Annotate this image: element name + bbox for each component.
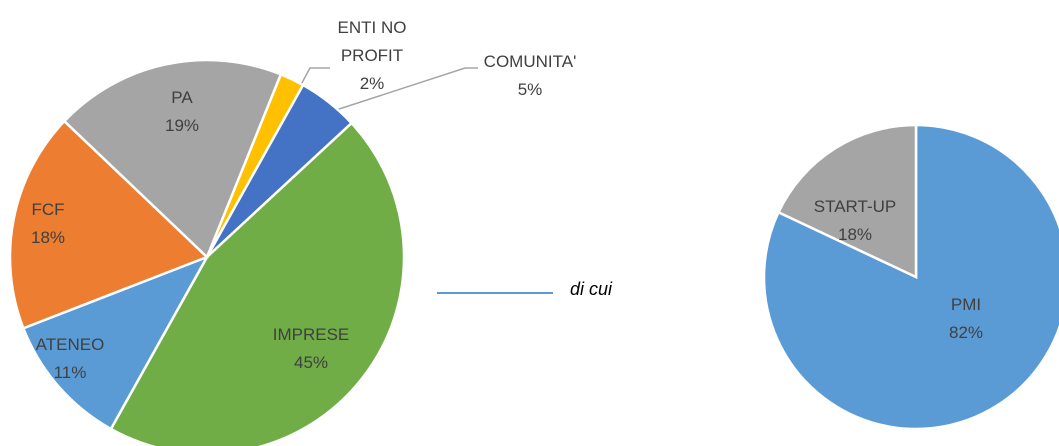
- value-label: 2%: [359, 74, 385, 93]
- pie-slice: [109, 121, 406, 446]
- value-label: 5%: [517, 80, 543, 99]
- value-label: 82%: [948, 323, 984, 342]
- data-label: START-UP 18%: [814, 193, 897, 249]
- data-label: PA 19%: [165, 84, 199, 140]
- data-label: ATENEO 11%: [36, 331, 105, 387]
- value-label: 18%: [837, 225, 873, 244]
- category-label: ENTI NO PROFIT: [337, 18, 407, 65]
- data-label: COMUNITA' 5%: [484, 48, 577, 104]
- pie-slice: [8, 119, 210, 330]
- annotation: di cui: [570, 279, 613, 299]
- pie-slice: [776, 123, 918, 279]
- category-label: IMPRESE: [272, 325, 350, 344]
- value-label: 11%: [53, 363, 87, 382]
- data-label: PMI 82%: [949, 291, 983, 347]
- value-label: 18%: [30, 228, 66, 247]
- category-label: ATENEO: [35, 335, 105, 354]
- data-label: ENTI NO PROFIT 2%: [322, 14, 422, 98]
- pie-slice: [62, 58, 283, 260]
- category-label: COMUNITA': [483, 52, 577, 71]
- leader-line: [329, 67, 478, 113]
- value-label: 45%: [293, 353, 329, 372]
- value-label: 19%: [164, 116, 200, 135]
- data-label: FCF 18%: [31, 196, 65, 252]
- data-label: IMPRESE 45%: [273, 321, 350, 377]
- category-label: PMI: [950, 295, 982, 314]
- pie-slice: [21, 254, 210, 431]
- category-label: START-UP: [813, 197, 897, 216]
- category-label: FCF: [31, 200, 65, 219]
- pie-slice: [762, 123, 1059, 431]
- category-label: PA: [171, 88, 193, 107]
